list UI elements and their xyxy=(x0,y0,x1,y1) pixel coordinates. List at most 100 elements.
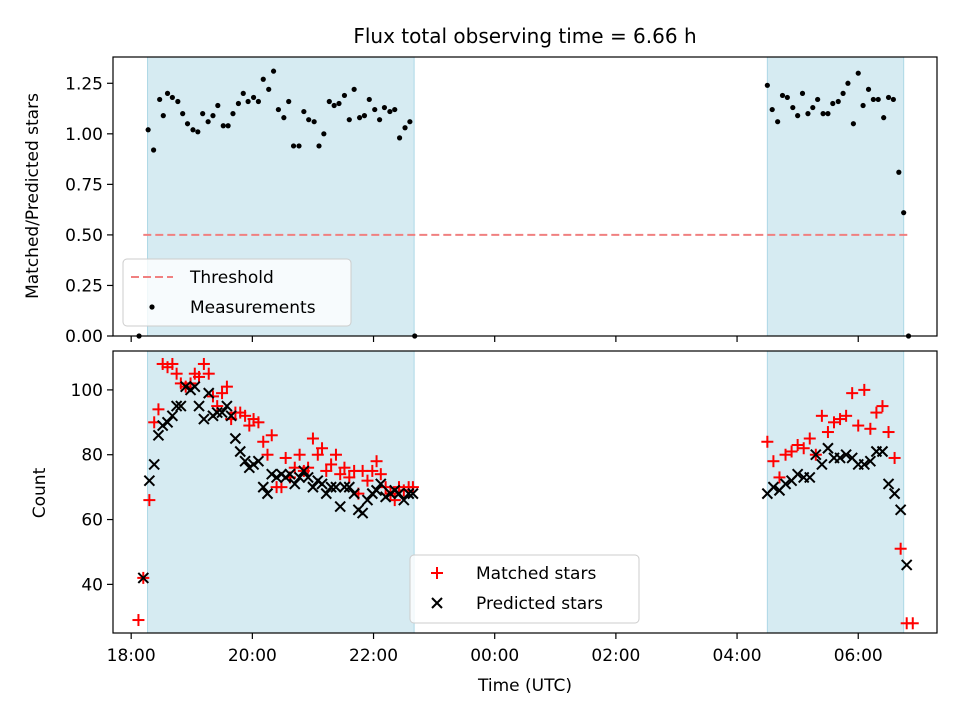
predicted-star-point xyxy=(858,458,871,471)
measurement-point xyxy=(865,86,872,92)
matched-star-point xyxy=(265,429,278,442)
predicted-star-point xyxy=(334,500,346,513)
measurement-point xyxy=(820,111,826,117)
predicted-star-point xyxy=(864,455,877,467)
measurement-point xyxy=(255,98,262,105)
measurement-point xyxy=(336,100,342,107)
matched-star-point xyxy=(257,435,270,448)
matched-legend-label: Matched stars xyxy=(476,564,596,584)
predicted-star-point xyxy=(293,471,306,484)
matched-star-point xyxy=(797,442,810,455)
measurement-point xyxy=(381,104,388,111)
measurement-point xyxy=(331,102,337,109)
matched-star-point xyxy=(216,387,229,400)
predicted-star-point xyxy=(370,484,383,497)
measurement-point xyxy=(260,76,266,82)
measurement-point xyxy=(200,111,206,117)
predicted-star-point xyxy=(247,458,260,471)
predicted-star-point xyxy=(325,481,337,493)
measurement-point xyxy=(240,90,246,96)
measurement-point xyxy=(407,119,413,125)
observing-window-shade xyxy=(766,56,905,337)
matched-star-point xyxy=(761,435,774,448)
matched-star-point xyxy=(858,383,871,396)
matched-star-point xyxy=(882,426,895,439)
predicted-star-point xyxy=(767,481,780,493)
count-y-tick-label: 80 xyxy=(81,446,103,466)
matched-star-point xyxy=(311,448,324,461)
predicted-star-point xyxy=(170,400,183,412)
matched-star-point xyxy=(361,474,374,487)
predicted-star-point xyxy=(302,471,314,484)
predicted-star-point xyxy=(882,478,895,490)
matched-legend-swatch xyxy=(431,567,443,579)
matched-star-point xyxy=(840,409,853,422)
predicted-legend-swatch xyxy=(431,597,443,609)
measurement-point xyxy=(301,108,307,115)
matched-star-point xyxy=(288,461,301,474)
matched-star-point xyxy=(261,448,274,461)
ratio-y-axis-label: Matched/Predicted stars xyxy=(23,93,43,299)
predicted-star-point xyxy=(152,429,165,441)
measurement-point xyxy=(281,115,287,121)
predicted-star-point xyxy=(161,416,174,429)
predicted-star-point xyxy=(229,432,242,445)
predicted-star-point xyxy=(225,410,237,422)
predicted-star-point xyxy=(234,445,246,458)
predicted-star-point xyxy=(137,572,150,584)
matched-star-point xyxy=(252,416,265,429)
matched-star-point xyxy=(767,455,780,468)
measurement-point xyxy=(870,96,876,103)
matched-star-point xyxy=(876,400,889,413)
predicted-star-point xyxy=(148,458,160,471)
ratio-y-tick-label: 1.00 xyxy=(65,125,103,145)
measurement-point xyxy=(195,129,201,135)
x-tick-label: 20:00 xyxy=(228,646,277,666)
measurement-point xyxy=(769,106,775,113)
measurement-point xyxy=(225,123,231,129)
measurement-point xyxy=(150,147,157,153)
matched-star-point xyxy=(243,419,256,432)
measurement-point xyxy=(805,111,811,117)
x-axis-label: Time (UTC) xyxy=(477,676,572,696)
measurement-point xyxy=(784,94,790,101)
matched-star-point xyxy=(306,432,319,445)
matched-star-point xyxy=(211,400,224,413)
predicted-star-point xyxy=(888,487,901,500)
predicted-star-point xyxy=(261,487,274,500)
predicted-star-point xyxy=(791,468,804,480)
matched-star-point xyxy=(791,439,804,451)
measurement-point xyxy=(764,82,770,88)
measurement-point xyxy=(316,143,322,149)
predicted-star-point xyxy=(379,491,392,503)
ratio-y-tick-label: 1.25 xyxy=(65,74,103,94)
predicted-star-point xyxy=(779,478,792,490)
matched-star-point xyxy=(293,448,306,461)
measurement-point xyxy=(190,127,196,133)
measurement-point xyxy=(835,98,841,105)
matched-star-point xyxy=(906,617,919,630)
matched-star-point xyxy=(815,409,828,422)
predicted-star-point xyxy=(402,487,415,500)
count-y-axis-label: Count xyxy=(30,467,50,518)
matched-star-point xyxy=(193,370,206,383)
ratio-panel: 0.00 0.25 0.50 0.75 1.00 1.25 Matched/Predict… xyxy=(23,56,938,347)
measurements-legend-label: Measurements xyxy=(190,298,316,318)
matched-star-point xyxy=(846,387,859,400)
measurement-point xyxy=(376,117,383,123)
measurement-point xyxy=(402,125,408,131)
measurement-point xyxy=(290,143,297,149)
predicted-star-point xyxy=(284,468,296,480)
measurement-point xyxy=(392,106,398,113)
measurement-point xyxy=(799,90,806,96)
measurement-point xyxy=(351,86,357,92)
measurement-point xyxy=(157,96,163,103)
measurement-point xyxy=(169,94,175,101)
predicted-star-point xyxy=(179,380,192,393)
measurement-point xyxy=(250,94,257,101)
ratio-legend: Threshold Measurements xyxy=(122,258,352,327)
measurement-point xyxy=(875,96,881,103)
measurement-point xyxy=(356,115,363,121)
count-panel: 40 60 80 100 18:00 20:00 22:00 00:00 02:00 04:00… xyxy=(30,350,938,696)
